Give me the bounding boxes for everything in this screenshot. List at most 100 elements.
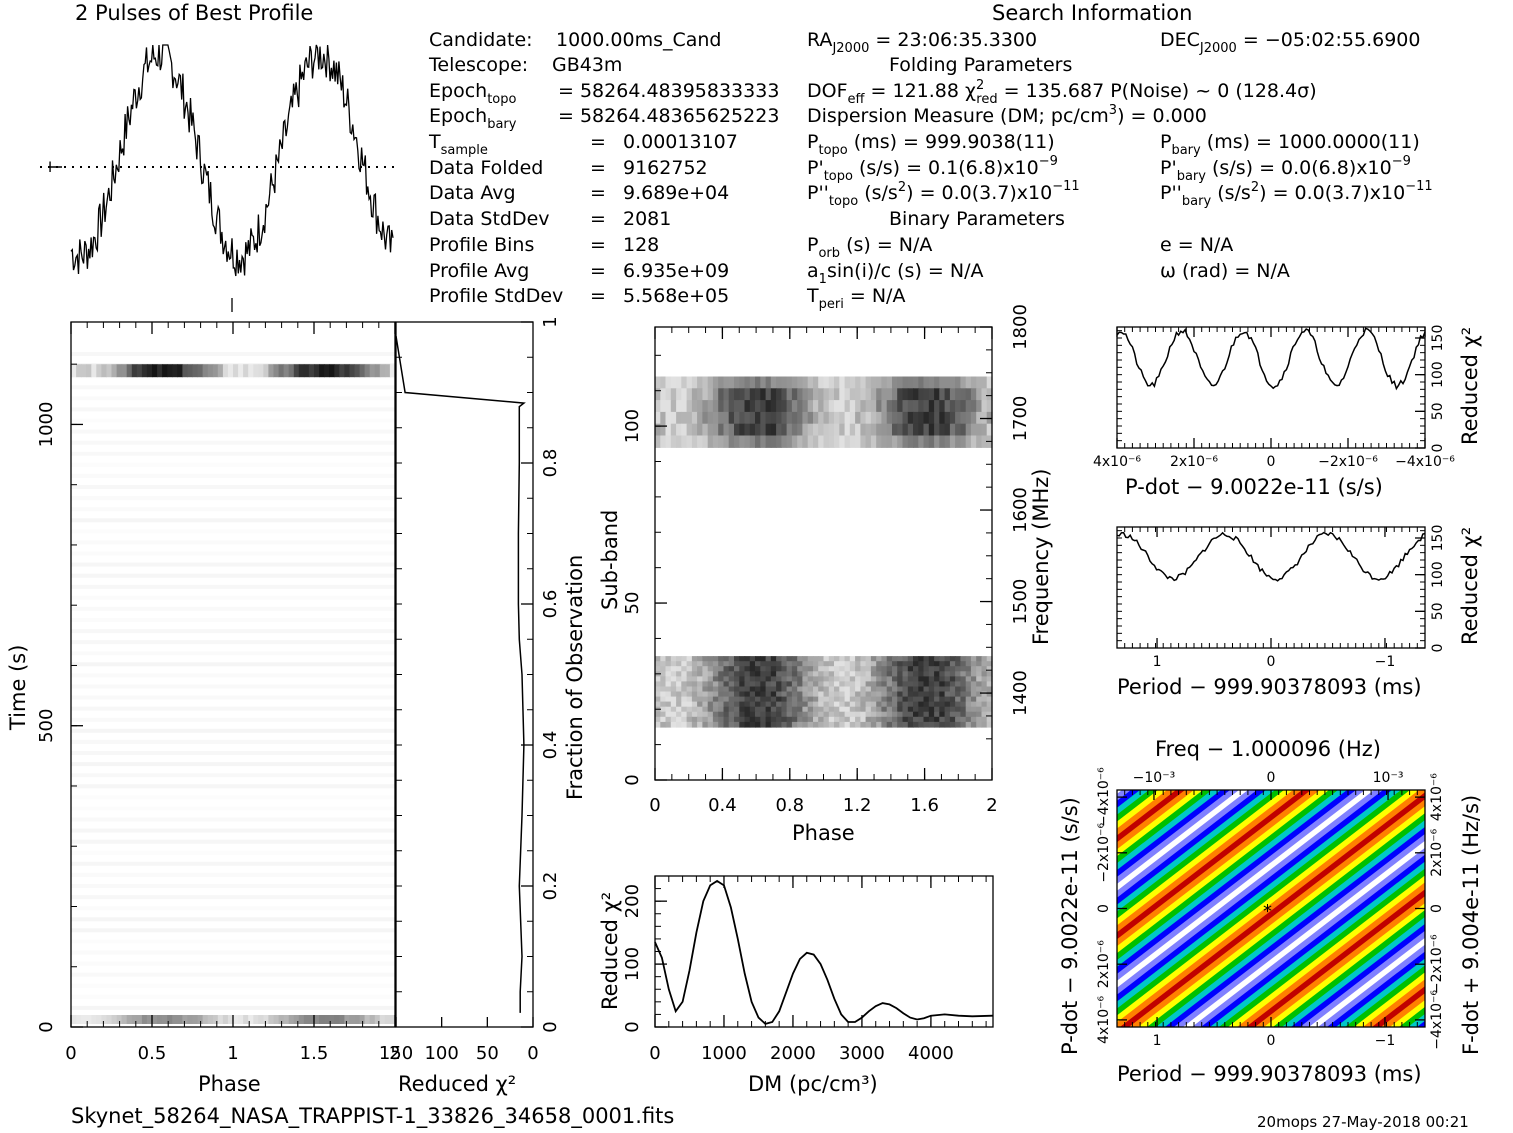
p-pdot-band [1173,833,1425,1027]
subband-cell [818,676,825,683]
subband-cell [670,691,677,698]
time-row-pulse [126,364,133,378]
subband-cell [813,656,819,662]
subband-cell [839,716,846,723]
subband-cell [818,716,825,723]
subband-cell [844,721,851,728]
subband-cell [660,423,667,437]
subband-cell [986,656,993,662]
pdot-ytick: 150 [1430,325,1446,352]
subband-cell [818,666,825,672]
subband-cell [902,686,909,693]
subband-cell [691,661,698,667]
subband-cell [802,388,809,401]
time-row-faint [71,418,395,423]
subband-cell [886,716,893,723]
subband-cell [791,721,798,728]
subband-cell [892,666,898,672]
subband-cell [949,671,956,677]
subband-cell [892,721,898,728]
subband-cell [828,696,835,703]
p-pdot-band [1326,951,1425,1027]
subband-cell [886,676,893,683]
subband-cell [892,691,898,698]
subband-cell [970,376,977,389]
subband-cell [807,411,814,425]
subband-cell [702,696,709,703]
subband-cell [976,676,983,683]
subband-cell [791,706,798,713]
subband-cell [897,435,904,448]
subband-cell [702,400,709,413]
subband-cell [781,656,788,662]
time-chi2-y2label: Fraction of Observation [563,555,587,800]
subband-cell [886,376,893,389]
dec-value: = −05:02:55.6900 [1243,29,1421,51]
subband-cell [828,435,835,448]
subband-cell [744,388,751,401]
subband-cell [934,411,940,425]
subband-cell [818,656,825,662]
subband-cell [960,671,967,677]
subband-cell [855,696,861,703]
subband-cell [849,376,856,389]
subband-cell [770,656,777,662]
time-row-pulse [384,364,391,378]
subband-cell [797,706,804,713]
subband-cell [923,435,930,448]
subband-cell [691,671,698,677]
subband-cell [739,671,746,677]
subband-cell [955,671,961,677]
subband-cell [755,696,761,703]
subband-cell [681,701,688,708]
subband-cell [960,706,967,713]
subband-cell [755,711,761,718]
subband-xtick: 0 [649,795,660,816]
subband-cell [802,666,809,672]
subband-cell [970,423,977,437]
subband-cell [881,691,888,698]
time-row-faint [71,629,395,634]
subband-cell [760,656,767,662]
subband-cell [876,400,883,413]
subband-cell [813,701,819,708]
subband-cell [697,411,703,425]
subband-cell [697,691,703,698]
subband-cell [686,423,693,437]
subband-cell [986,691,993,698]
time-row-pulse [303,364,310,378]
dm-xlabel: DM (pc/cm³) [748,1072,878,1096]
subband-cell [781,671,788,677]
time-row-faint [71,828,395,833]
subband-cell [918,656,925,662]
subband-cell [928,661,935,667]
subband-cell [770,711,777,718]
subband-cell [749,376,756,389]
p-pdot-band [1137,806,1425,1027]
subband-cell [723,400,730,413]
subband-cell [760,435,767,448]
time-row-pulse [101,364,107,378]
p-pdot-x2tick: −10⁻³ [1133,770,1176,786]
subband-cell [712,656,719,662]
subband-cell [660,411,667,425]
subband-cell [934,676,940,683]
subband-cell [712,681,719,688]
p-pdot-band [697,790,1015,1027]
subband-cell [813,400,819,413]
subband-cell [823,686,830,693]
subband-cell [834,716,840,723]
subband-cell [870,661,877,667]
subband-cell [760,676,767,683]
p-pdot-band [1362,979,1425,1027]
subband-cell [865,400,872,413]
subband-cell [813,691,819,698]
pdot-xtick: 0 [1267,454,1276,470]
subband-cell [876,435,883,448]
subband-cell [881,721,888,728]
subband-cell [955,423,961,437]
subband-cell [865,388,872,401]
subband-cell [807,701,814,708]
subband-cell [802,423,809,437]
time-row-pulse [212,1015,219,1024]
